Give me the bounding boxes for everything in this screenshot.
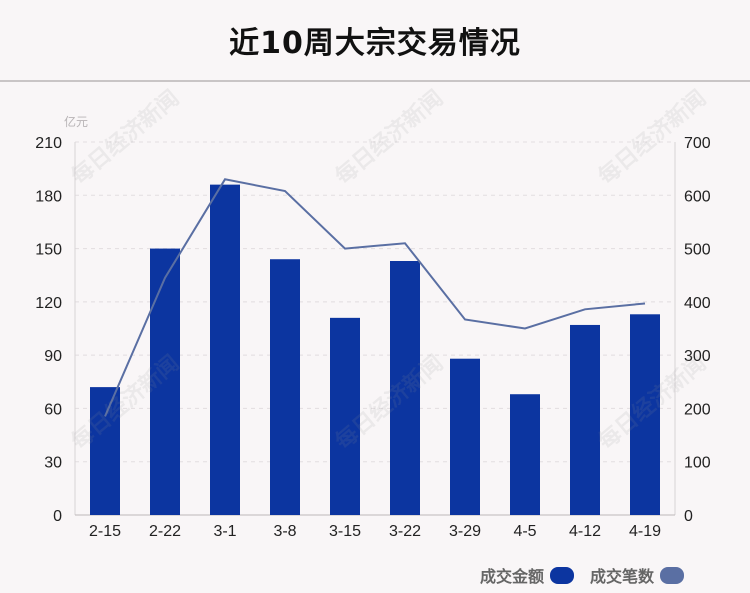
right-tick-label: 500 [684, 242, 711, 259]
left-tick-label: 210 [35, 135, 62, 152]
left-tick-label: 0 [53, 508, 62, 525]
title-divider [0, 80, 750, 82]
right-tick-label: 400 [684, 295, 711, 312]
right-tick-label: 0 [684, 508, 693, 525]
x-tick-label: 4-5 [513, 523, 536, 540]
legend-label-amount: 成交金额 [479, 567, 544, 586]
left-axis-unit: 亿元 [64, 114, 88, 129]
right-tick-label: 600 [684, 188, 711, 205]
x-tick-label: 3-8 [273, 523, 296, 540]
left-tick-label: 120 [35, 295, 62, 312]
x-tick-label: 3-15 [329, 523, 361, 540]
left-tick-label: 30 [44, 455, 62, 472]
x-tick-label: 2-15 [89, 523, 121, 540]
bar [390, 261, 420, 515]
series-line-count [104, 178, 646, 417]
legend-label-count: 成交笔数 [589, 567, 654, 586]
bar [90, 387, 120, 515]
x-tick-label: 3-29 [449, 523, 481, 540]
legend-item-count: 成交笔数 [590, 563, 684, 587]
right-tick-label: 300 [684, 348, 711, 365]
bar [210, 184, 240, 515]
left-tick-label: 90 [44, 348, 62, 365]
legend-item-amount: 成交金额 [480, 563, 574, 587]
right-tick-label: 700 [684, 135, 711, 152]
left-tick-label: 60 [44, 401, 62, 418]
x-tick-label: 4-19 [629, 523, 661, 540]
bar [570, 324, 600, 515]
bar [510, 394, 540, 515]
right-tick-label: 100 [684, 455, 711, 472]
left-tick-label: 150 [35, 242, 62, 259]
x-tick-label: 2-22 [149, 523, 181, 540]
left-tick-label: 180 [35, 188, 62, 205]
x-tick-label: 3-22 [389, 523, 421, 540]
chart-title: 近10周大宗交易情况 [229, 26, 521, 61]
right-tick-label: 200 [684, 401, 711, 418]
bar [270, 259, 300, 515]
bar [450, 358, 480, 515]
bar [630, 314, 660, 515]
legend: 成交金额 成交笔数 [464, 563, 684, 587]
bar [150, 248, 180, 516]
x-tick-label: 4-12 [569, 523, 601, 540]
legend-swatch-amount [549, 566, 574, 584]
bar [330, 317, 360, 515]
x-tick-label: 3-1 [213, 523, 236, 540]
legend-swatch-count [660, 566, 684, 584]
